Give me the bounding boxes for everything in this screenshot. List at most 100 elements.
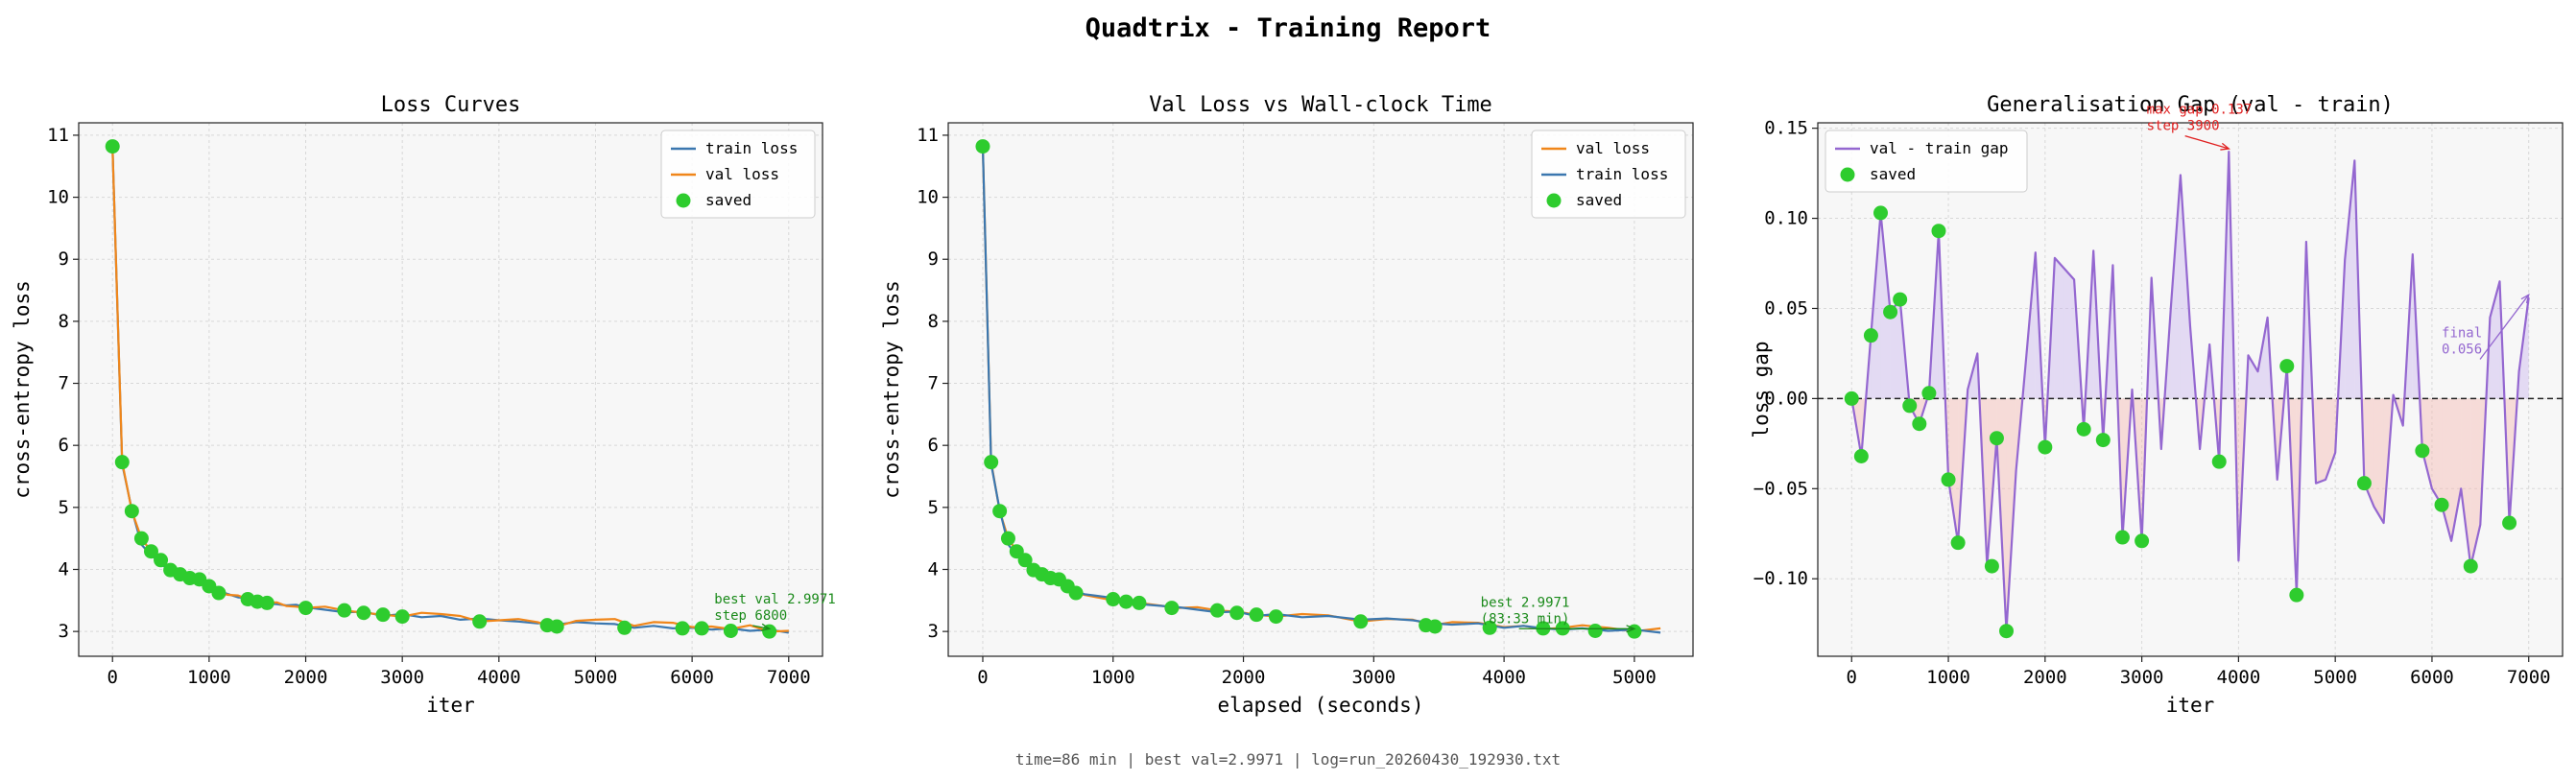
gap-fill-positive <box>1871 212 1881 399</box>
saved-checkpoint-point <box>1068 585 1084 601</box>
x-tick-label: 1000 <box>1926 667 1970 688</box>
saved-checkpoint-point <box>992 504 1008 519</box>
saved-checkpoint-point <box>1229 605 1245 621</box>
gap-fill-negative <box>2316 398 2326 484</box>
y-tick-label: 7 <box>928 373 939 394</box>
saved-checkpoint-point <box>1209 603 1225 618</box>
x-axis-label: iter <box>2166 694 2215 717</box>
saved-checkpoint-point <box>1427 619 1443 634</box>
saved-checkpoint-point <box>356 605 371 621</box>
legend: val - train gap saved <box>1825 130 2028 193</box>
saved-checkpoint-point <box>1000 531 1015 546</box>
gap-fill-positive <box>2248 355 2258 399</box>
saved-checkpoint-point <box>1984 558 1999 574</box>
gap-fill-positive <box>2345 160 2355 399</box>
saved-checkpoint-point <box>472 614 488 629</box>
x-axis-label: iter <box>426 694 475 717</box>
x-tick-label: 3000 <box>1351 667 1395 688</box>
annotation-arrow <box>2184 134 2230 150</box>
gap-fill-positive <box>1880 212 1891 399</box>
y-tick-label: 11 <box>47 125 69 146</box>
plot-content <box>105 139 789 639</box>
saved-checkpoint-point <box>2289 587 2304 603</box>
annotation-text: 0.056 <box>2442 343 2482 358</box>
x-axis-label: elapsed (seconds) <box>1218 694 1424 717</box>
y-tick-label: 4 <box>928 558 939 580</box>
plot-content <box>1818 151 2563 639</box>
y-axis-label: loss gap <box>1750 341 1773 438</box>
annotation-arrow <box>2479 294 2530 360</box>
y-tick-label: 8 <box>928 311 939 332</box>
axes-frame <box>1817 122 2564 657</box>
y-tick-label: 4 <box>59 558 69 580</box>
y-axis-label: cross-entropy loss <box>880 280 903 499</box>
gap-fill-negative <box>2006 398 2016 631</box>
saved-checkpoint-point <box>133 531 149 546</box>
x-tick-label: 6000 <box>670 667 714 688</box>
saved-checkpoint-point <box>105 139 120 154</box>
x-tick-label: 3000 <box>380 667 424 688</box>
x-tick-label: 4000 <box>1482 667 1526 688</box>
saved-checkpoint-point <box>1989 431 2004 446</box>
x-tick-label: 2000 <box>284 667 328 688</box>
saved-checkpoint-point <box>1482 620 1497 635</box>
saved-checkpoint-point <box>114 455 130 470</box>
x-tick-label: 2000 <box>1222 667 1266 688</box>
chart-title: Val Loss vs Wall-clock Time <box>1149 93 1492 117</box>
annotation-arrow <box>752 625 770 629</box>
saved-checkpoint-point <box>1587 623 1603 638</box>
y-tick-label: 6 <box>59 435 69 456</box>
y-tick-label: 10 <box>47 187 69 208</box>
plot-area <box>1818 123 2563 656</box>
annotation-text: best 2.9971 <box>1481 595 1570 610</box>
legend-label: train loss <box>705 139 798 157</box>
saved-checkpoint-point <box>2211 454 2227 469</box>
saved-checkpoint-point <box>1921 386 1937 401</box>
saved-checkpoint-point <box>1863 328 1878 343</box>
saved-checkpoint-point <box>375 607 391 623</box>
y-tick-label: 6 <box>928 435 939 456</box>
annotation-arrow-head <box>2520 293 2530 304</box>
y-tick-label: −0.10 <box>1753 568 1808 589</box>
saved-checkpoint-point <box>2415 443 2430 459</box>
legend-label: saved <box>705 191 751 209</box>
saved-checkpoint-point <box>1912 416 1927 432</box>
chart-title: Generalisation Gap (val - train) <box>1987 93 2394 117</box>
x-tick-label: 6000 <box>2410 667 2454 688</box>
saved-checkpoint-point <box>1017 553 1033 568</box>
x-tick-label: 0 <box>1847 667 1857 688</box>
axes-frame <box>78 122 823 657</box>
y-tick-label: 5 <box>928 497 939 518</box>
saved-checkpoint-point <box>1249 607 1264 623</box>
gap-fill-positive <box>2257 317 2268 399</box>
chart-panel-3: 0 1000 2000 3000 4000 5000 6000 7000 −0.10 −0.05 0… <box>1750 93 2564 717</box>
gap-fill-negative <box>2461 398 2471 567</box>
gap-fill-positive <box>2170 175 2181 399</box>
saved-checkpoint-point <box>723 623 738 638</box>
legend-box <box>1825 130 2028 193</box>
saved-checkpoint-point <box>211 585 227 601</box>
x-tick-label: 7000 <box>767 667 811 688</box>
saved-checkpoint-point <box>2463 558 2478 574</box>
saved-checkpoint-point <box>298 601 314 616</box>
saved-checkpoint-point <box>1950 535 1966 551</box>
x-tick-label: 2000 <box>2023 667 2067 688</box>
annotation-arrow-head <box>1626 625 1636 633</box>
saved-checkpoint-point <box>617 620 632 635</box>
saved-checkpoint-point <box>2038 439 2053 455</box>
saved-checkpoint-point <box>154 553 169 568</box>
saved-checkpoint-point <box>124 504 139 519</box>
axes-frame <box>947 122 1694 657</box>
gap-fill-negative <box>2431 398 2443 506</box>
saved-checkpoint-point <box>1353 614 1369 629</box>
y-tick-label: 5 <box>59 497 69 518</box>
x-tick-label: 5000 <box>1612 667 1657 688</box>
legend-swatch-dot <box>676 193 691 208</box>
annotation-text: step 3900 <box>2147 119 2220 134</box>
saved-checkpoint-point <box>975 139 990 154</box>
gap-fill-positive <box>1890 299 1900 399</box>
saved-checkpoint-point <box>694 621 709 636</box>
saved-checkpoint-point <box>1999 624 2015 639</box>
y-tick-label: 9 <box>928 248 939 270</box>
series-line-val-train-gap <box>1850 151 2530 632</box>
